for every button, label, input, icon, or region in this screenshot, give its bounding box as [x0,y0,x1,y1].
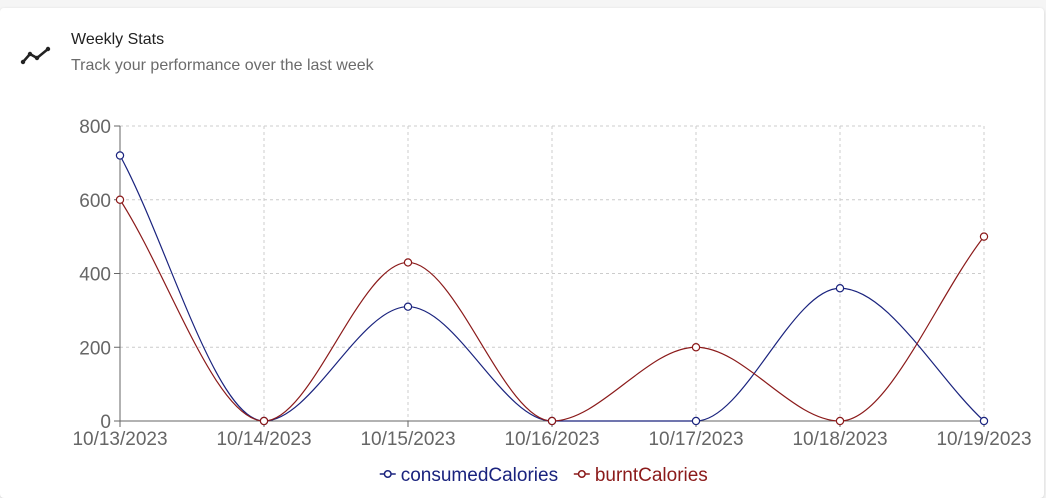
data-point-burntCalories[interactable] [115,195,125,204]
card-title: Weekly Stats [71,31,165,48]
data-point-consumedCalories[interactable] [835,284,845,293]
data-point-burntCalories[interactable] [547,416,557,426]
y-tick-label: 200 [79,338,111,359]
y-tick-label: 400 [79,265,111,286]
x-tick-label: 10/18/2023 [792,429,887,450]
legend-marker-consumedCalories[interactable] [383,469,392,479]
x-tick-label: 10/14/2023 [216,429,311,450]
x-tick-label: 10/16/2023 [504,429,599,450]
line-chart-icon [20,46,51,65]
data-point-burntCalories[interactable] [979,232,989,241]
x-tick-label: 10/19/2023 [936,429,1031,450]
data-point-burntCalories[interactable] [259,416,269,426]
weekly-stats-chart: 0 200 400 600 800 10/13/2023 10/14/2023 10/15/2… [72,117,1031,484]
data-point-consumedCalories[interactable] [403,302,413,311]
y-tick-label: 0 [100,412,111,433]
card-subtitle: Track your performance over the last wee… [71,57,374,74]
y-tick-label: 800 [79,117,111,138]
weekly-stats-card: Weekly Stats Track your performance over… [0,8,1044,498]
data-point-consumedCalories[interactable] [979,416,989,426]
y-tick-label: 600 [79,191,111,212]
data-point-burntCalories[interactable] [691,343,701,352]
data-point-burntCalories[interactable] [835,416,845,426]
x-tick-label: 10/13/2023 [72,429,167,450]
series-line-burntCalories [119,199,985,422]
data-point-consumedCalories[interactable] [691,416,701,426]
legend-label-consumedCalories[interactable]: consumedCalories [401,465,558,484]
x-tick-label: 10/17/2023 [648,429,743,450]
legend-marker-burntCalories[interactable] [577,469,586,479]
data-point-burntCalories[interactable] [403,258,413,267]
x-tick-label: 10/15/2023 [360,429,455,450]
data-point-consumedCalories[interactable] [115,151,125,160]
legend-label-burntCalories[interactable]: burntCalories [595,465,708,484]
